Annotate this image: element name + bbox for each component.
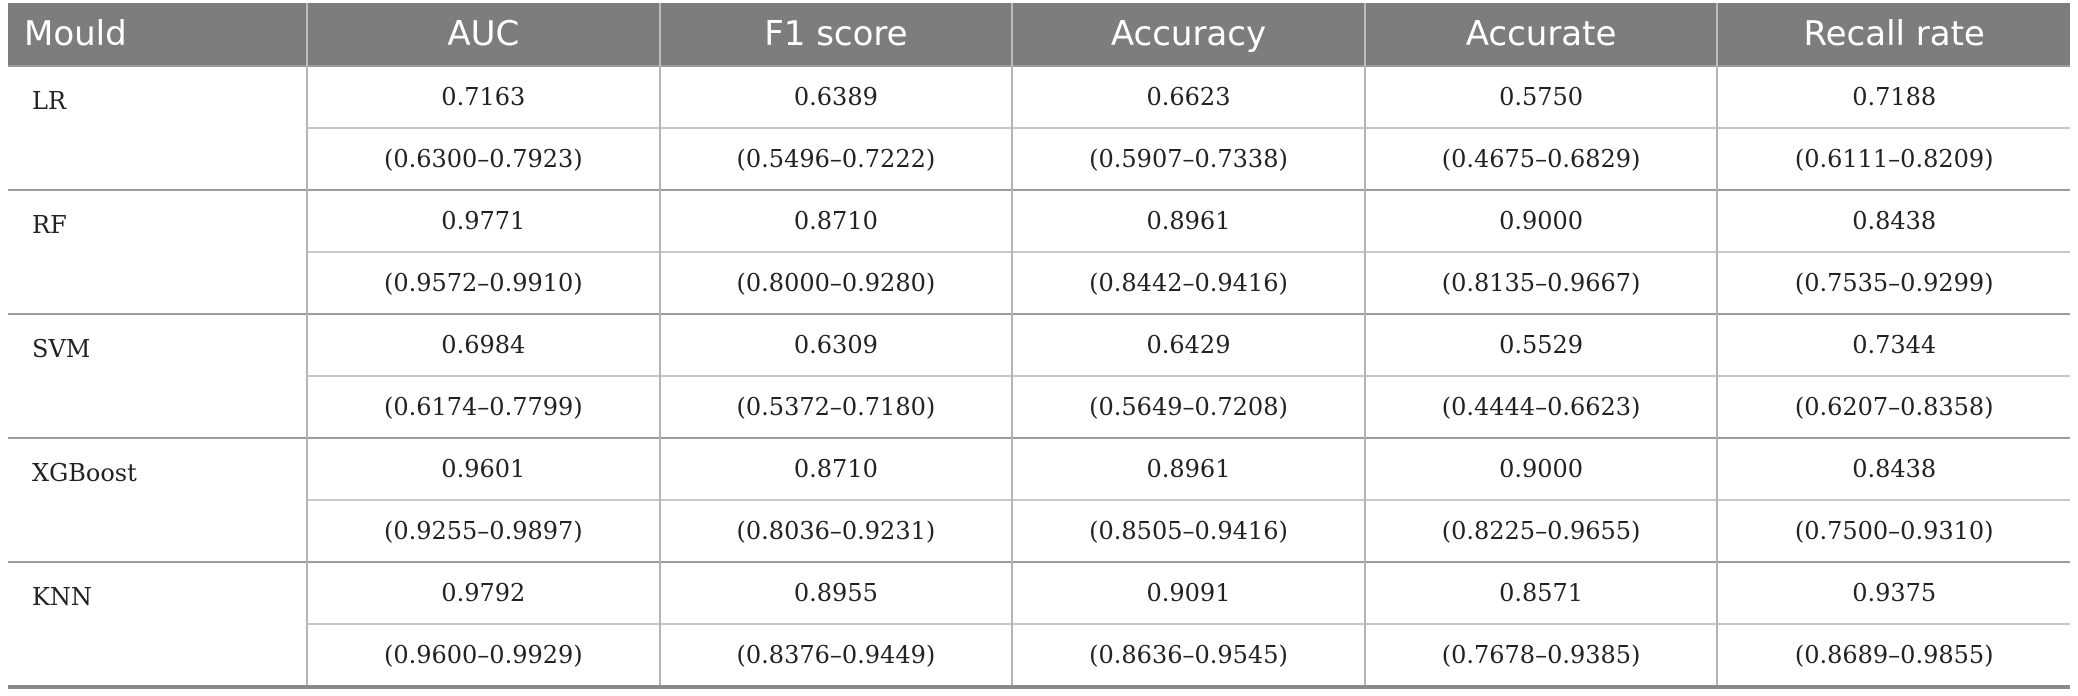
header-auc: AUC <box>306 3 660 66</box>
value-cell: 0.7188 <box>1716 65 2070 128</box>
ci-cell: (0.4444–0.6623) <box>1363 375 1718 438</box>
value-cell: 0.6984 <box>306 313 660 376</box>
ci-cell: (0.6300–0.7923) <box>306 127 660 190</box>
table-row-rf-values: RF 0.9771 0.8710 0.8961 0.9000 0.8438 <box>8 189 2070 314</box>
ci-cell: (0.8135–0.9667) <box>1363 251 1718 314</box>
header-accurate: Accurate <box>1363 3 1718 66</box>
ci-cell: (0.8442–0.9416) <box>1011 251 1365 314</box>
ci-cell: (0.5907–0.7338) <box>1011 127 1365 190</box>
value-cell: 0.8955 <box>658 561 1013 624</box>
value-cell: 0.9000 <box>1363 437 1718 500</box>
value-cell: 0.8710 <box>658 437 1013 500</box>
ci-cell: (0.7500–0.9310) <box>1716 499 2070 562</box>
value-cell: 0.9601 <box>306 437 660 500</box>
table-row-rf-ci: (0.9572–0.9910) (0.8000–0.9280) (0.8442–… <box>8 251 2070 314</box>
value-cell: 0.9000 <box>1363 189 1718 252</box>
table-header: Mould AUC F1 score Accuracy Accurate Rec… <box>8 3 2070 66</box>
ci-cell: (0.9572–0.9910) <box>306 251 660 314</box>
value-cell: 0.8961 <box>1011 189 1365 252</box>
header-row: Mould AUC F1 score Accuracy Accurate Rec… <box>8 3 2070 66</box>
value-cell: 0.8710 <box>658 189 1013 252</box>
header-recall-rate: Recall rate <box>1716 3 2070 66</box>
value-cell: 0.7163 <box>306 65 660 128</box>
value-cell: 0.9375 <box>1716 561 2070 624</box>
value-cell: 0.6623 <box>1011 65 1365 128</box>
model-name-cell: RF <box>8 189 307 314</box>
model-name-cell: XGBoost <box>8 437 307 562</box>
value-cell: 0.8438 <box>1716 189 2070 252</box>
ci-cell: (0.8636–0.9545) <box>1011 623 1365 687</box>
ci-cell: (0.7678–0.9385) <box>1363 623 1718 687</box>
model-name-cell: LR <box>8 65 307 190</box>
value-cell: 0.9091 <box>1011 561 1365 624</box>
ci-cell: (0.9255–0.9897) <box>306 499 660 562</box>
value-cell: 0.6309 <box>658 313 1013 376</box>
header-mould: Mould <box>8 3 307 66</box>
value-cell: 0.5750 <box>1363 65 1718 128</box>
ci-cell: (0.5649–0.7208) <box>1011 375 1365 438</box>
ci-cell: (0.5372–0.7180) <box>658 375 1013 438</box>
table-row-svm-values: SVM 0.6984 0.6309 0.6429 0.5529 0.7344 <box>8 313 2070 438</box>
metrics-table-container: Mould AUC F1 score Accuracy Accurate Rec… <box>8 3 2070 689</box>
ci-cell: (0.8036–0.9231) <box>658 499 1013 562</box>
value-cell: 0.8571 <box>1363 561 1718 624</box>
value-cell: 0.7344 <box>1716 313 2070 376</box>
value-cell: 0.6389 <box>658 65 1013 128</box>
ci-cell: (0.8505–0.9416) <box>1011 499 1365 562</box>
value-cell: 0.6429 <box>1011 313 1365 376</box>
table-row-knn-ci: (0.9600–0.9929) (0.8376–0.9449) (0.8636–… <box>8 623 2070 687</box>
ci-cell: (0.9600–0.9929) <box>306 623 660 687</box>
ci-cell: (0.8689–0.9855) <box>1716 623 2070 687</box>
model-metrics-table: Mould AUC F1 score Accuracy Accurate Rec… <box>8 3 2070 689</box>
table-row-svm-ci: (0.6174–0.7799) (0.5372–0.7180) (0.5649–… <box>8 375 2070 438</box>
value-cell: 0.8438 <box>1716 437 2070 500</box>
ci-cell: (0.8000–0.9280) <box>658 251 1013 314</box>
ci-cell: (0.6207–0.8358) <box>1716 375 2070 438</box>
table-row-lr-values: LR 0.7163 0.6389 0.6623 0.5750 0.7188 <box>8 65 2070 190</box>
ci-cell: (0.8376–0.9449) <box>658 623 1013 687</box>
ci-cell: (0.4675–0.6829) <box>1363 127 1718 190</box>
table-body: LR 0.7163 0.6389 0.6623 0.5750 0.7188 (0… <box>8 65 2070 687</box>
table-row-knn-values: KNN 0.9792 0.8955 0.9091 0.8571 0.9375 <box>8 561 2070 687</box>
ci-cell: (0.8225–0.9655) <box>1363 499 1718 562</box>
table-row-lr-ci: (0.6300–0.7923) (0.5496–0.7222) (0.5907–… <box>8 127 2070 190</box>
table-row-xgboost-ci: (0.9255–0.9897) (0.8036–0.9231) (0.8505–… <box>8 499 2070 562</box>
model-name-cell: KNN <box>8 561 307 687</box>
ci-cell: (0.7535–0.9299) <box>1716 251 2070 314</box>
model-name-cell: SVM <box>8 313 307 438</box>
header-accuracy: Accuracy <box>1011 3 1365 66</box>
value-cell: 0.9792 <box>306 561 660 624</box>
value-cell: 0.9771 <box>306 189 660 252</box>
value-cell: 0.8961 <box>1011 437 1365 500</box>
ci-cell: (0.6174–0.7799) <box>306 375 660 438</box>
table-row-xgboost-values: XGBoost 0.9601 0.8710 0.8961 0.9000 0.84… <box>8 437 2070 562</box>
header-f1-score: F1 score <box>658 3 1013 66</box>
ci-cell: (0.5496–0.7222) <box>658 127 1013 190</box>
ci-cell: (0.6111–0.8209) <box>1716 127 2070 190</box>
value-cell: 0.5529 <box>1363 313 1718 376</box>
